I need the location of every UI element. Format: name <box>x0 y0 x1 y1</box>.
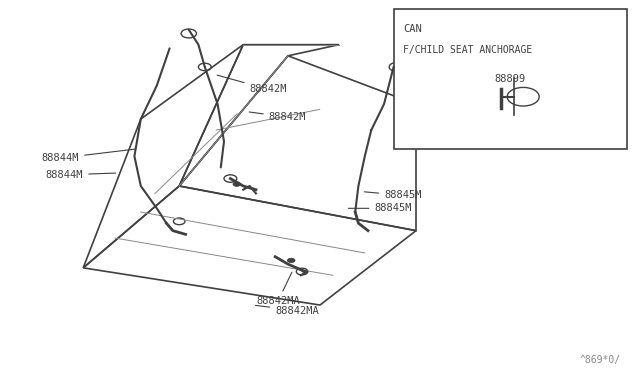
Circle shape <box>287 258 295 263</box>
Text: 88842MA: 88842MA <box>256 272 300 306</box>
Text: F/CHILD SEAT ANCHORAGE: F/CHILD SEAT ANCHORAGE <box>403 45 532 55</box>
Text: 88899: 88899 <box>495 74 526 84</box>
Text: 88844M: 88844M <box>45 170 116 180</box>
Text: 88844M: 88844M <box>42 149 135 163</box>
Text: 88845M: 88845M <box>364 190 422 200</box>
Text: 88842M: 88842M <box>249 112 307 122</box>
Circle shape <box>233 182 241 186</box>
Text: 88842MA: 88842MA <box>255 305 319 315</box>
Text: 88845M: 88845M <box>348 203 412 213</box>
Text: 88842M: 88842M <box>217 75 287 94</box>
Text: CAN: CAN <box>403 24 422 34</box>
FancyBboxPatch shape <box>394 9 627 149</box>
Text: ^869*0/: ^869*0/ <box>580 355 621 365</box>
